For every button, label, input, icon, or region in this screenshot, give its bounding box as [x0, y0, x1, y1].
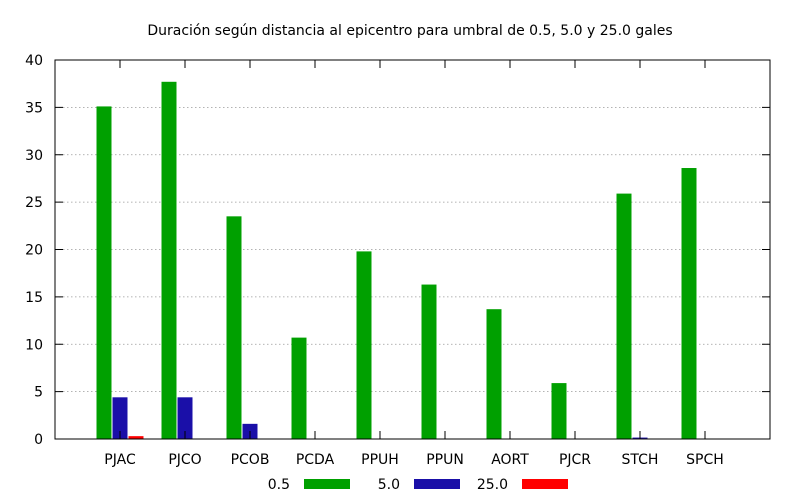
plot-frame: [54, 59, 771, 440]
legend-label: 5.0: [378, 477, 400, 493]
x-tick-label: PCDA: [296, 452, 335, 468]
y-tick-label: 5: [34, 385, 43, 401]
x-tick-label: PCOB: [231, 452, 270, 468]
bar-0-5-pjco: [161, 81, 177, 439]
grid-lines: [55, 106, 770, 393]
bar-0-5-aort: [486, 309, 502, 439]
x-axis-ticks: PJAC PJCO PCOB PCDA PPUH PPUN AORT PJCR STCH SPCH: [104, 60, 724, 468]
legend: 0.5 5.0 25.0: [268, 477, 568, 493]
bars: [96, 81, 697, 440]
bar-5-0-pjco: [177, 397, 193, 439]
y-tick-label: 30: [25, 148, 43, 164]
bar-0-5-ppun: [421, 284, 437, 439]
x-tick-label: PJCO: [168, 452, 201, 468]
x-tick-label: AORT: [491, 452, 529, 468]
legend-swatch: [414, 479, 460, 489]
y-tick-label: 40: [25, 53, 43, 69]
x-tick-label: SPCH: [686, 452, 724, 468]
bar-0-5-spch: [681, 168, 697, 439]
bar-0-5-pjac: [96, 106, 112, 440]
y-tick-label: 15: [25, 290, 43, 306]
bar-5-0-pjac: [112, 397, 128, 439]
y-tick-label: 25: [25, 195, 43, 211]
bar-0-5-pjcr: [551, 383, 567, 439]
legend-label: 0.5: [268, 477, 290, 493]
y-tick-label: 35: [25, 100, 43, 116]
x-tick-label: STCH: [622, 452, 659, 468]
x-tick-label: PJCR: [559, 452, 591, 468]
bar-0-5-pcda: [291, 337, 307, 439]
bar-0-5-stch: [616, 193, 632, 439]
legend-swatch: [304, 479, 350, 489]
bar-0-5-ppuh: [356, 251, 372, 439]
chart-title: Duración según distancia al epicentro pa…: [147, 23, 672, 39]
bar-0-5-pcob: [226, 216, 242, 439]
bar-25-0-pjac: [128, 436, 144, 439]
y-tick-label: 10: [25, 337, 43, 353]
legend-swatch: [522, 479, 568, 489]
x-tick-label: PPUN: [426, 452, 464, 468]
legend-label: 25.0: [477, 477, 508, 493]
y-axis-ticks: 0 5 10 15 20 25 30 35 40: [25, 53, 770, 448]
x-tick-label: PJAC: [104, 452, 136, 468]
x-tick-label: PPUH: [361, 452, 399, 468]
y-tick-label: 20: [25, 243, 43, 259]
y-tick-label: 0: [34, 432, 43, 448]
